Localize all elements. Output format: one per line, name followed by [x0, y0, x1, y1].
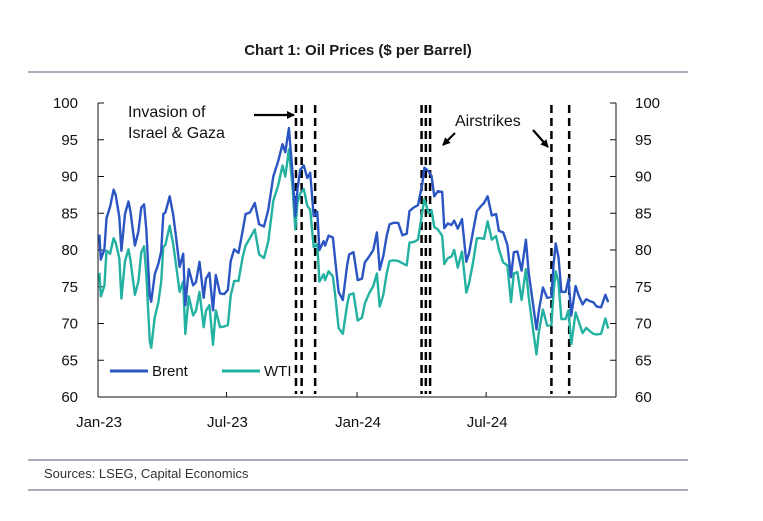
y-tick-label-left: 95: [61, 132, 78, 149]
x-tick-label: Jan-23: [76, 414, 122, 431]
y-tick-label-right: 95: [635, 132, 652, 149]
y-tick-label-right: 60: [635, 389, 652, 406]
y-tick-label-left: 85: [61, 205, 78, 222]
y-tick-label-left: 90: [61, 169, 78, 186]
y-tick-label-left: 60: [61, 389, 78, 406]
y-tick-label-right: 85: [635, 205, 652, 222]
y-tick-label-right: 80: [635, 242, 652, 259]
legend-label-wti: WTI: [264, 363, 292, 380]
invasion-annotation-text: Invasion of: [128, 104, 206, 121]
airstrikes-annotation-text: Airstrikes: [455, 113, 521, 130]
y-tick-label-right: 90: [635, 169, 652, 186]
source-note: Sources: LSEG, Capital Economics: [44, 466, 249, 481]
y-tick-label-left: 100: [53, 95, 78, 112]
y-tick-label-left: 70: [61, 316, 78, 333]
y-tick-label-left: 75: [61, 279, 78, 296]
series-brent-line: [98, 126, 610, 331]
legend: Brent WTI: [110, 363, 292, 380]
axes: 60 60 65 65 70 70 75 75 80 80 85 85 90 90 95 95 100 100 Ja…: [53, 95, 660, 431]
y-tick-label-left: 80: [61, 242, 78, 259]
y-tick-label-right: 100: [635, 95, 660, 112]
y-tick-label-right: 70: [635, 316, 652, 333]
y-tick-label-right: 65: [635, 352, 652, 369]
series-wti-line: [98, 148, 610, 356]
x-tick-label: Jul-24: [467, 414, 508, 431]
invasion-annotation-text: Israel & Gaza: [128, 125, 225, 142]
annotations: Invasion of Israel & Gaza Airstrikes: [128, 104, 549, 148]
chart-title: Chart 1: Oil Prices ($ per Barrel): [244, 42, 472, 59]
y-tick-label-left: 65: [61, 352, 78, 369]
y-tick-label-right: 75: [635, 279, 652, 296]
series-lines: [98, 126, 610, 356]
legend-label-brent: Brent: [152, 363, 189, 380]
x-tick-label: Jan-24: [335, 414, 381, 431]
airstrikes-arrow-left: [442, 132, 456, 146]
airstrikes-arrow-right: [532, 129, 549, 148]
x-tick-label: Jul-23: [207, 414, 248, 431]
event-markers: [294, 105, 571, 394]
